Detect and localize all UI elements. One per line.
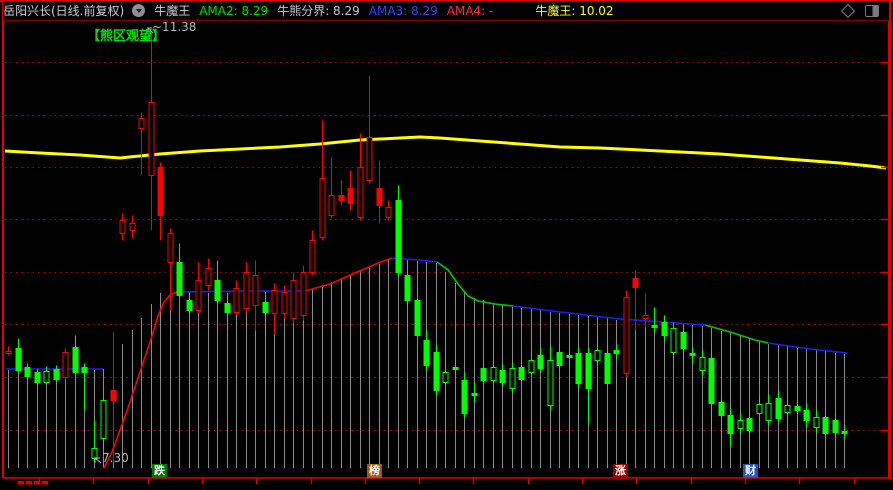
title-bar: 岳阳兴长(日线.前复权) 牛魔王 AMA2: 8.29 牛熊分界: 8.29 A… [3,1,889,20]
diamond-icon[interactable] [840,3,856,18]
indicator-value-ama4: AMA4: - [446,3,494,18]
stock-title: 岳阳兴长(日线.前复权) [3,4,125,18]
chevron-down-icon[interactable] [132,4,146,17]
split-window-icon[interactable] [865,4,879,17]
indicator-value-bull-bear-divide: 牛熊分界: 8.29 [277,4,360,18]
candles [5,30,848,463]
bottom-badge[interactable]: 财 [743,464,758,478]
bottom-badge[interactable]: 跌 [152,464,167,478]
bottom-badge[interactable]: 榜 [367,464,382,478]
time-axis [3,477,890,485]
indicator-value-ama3: AMA3: 8.29 [368,3,438,18]
indicator-name: 牛魔王 [154,4,191,18]
indicator-value-ama2: AMA2: 8.29 [199,3,269,18]
ma-line [4,135,887,170]
annotation-arrows [93,27,154,464]
indicator-value-niumowang: 牛魔王: 10.02 [535,4,614,18]
bottom-badge[interactable]: 涨 [613,464,628,478]
